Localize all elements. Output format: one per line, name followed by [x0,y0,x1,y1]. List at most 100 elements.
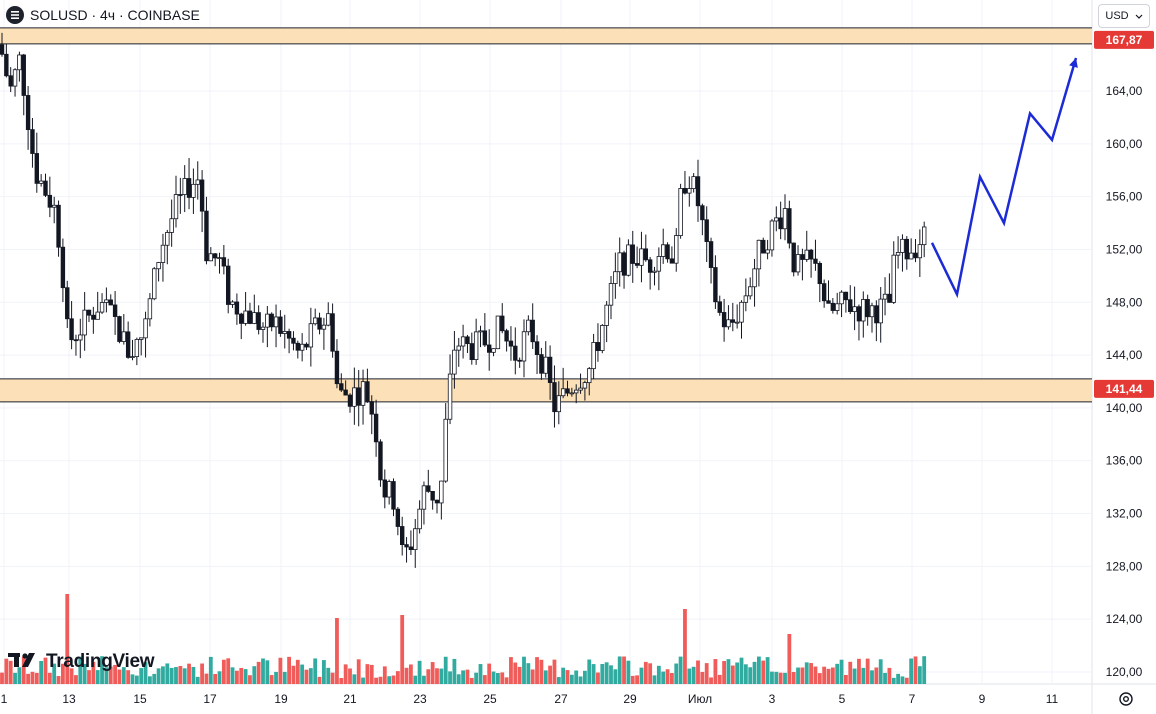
volume-bar [491,671,496,684]
volume-bar [21,656,26,684]
volume-bar [813,666,818,684]
volume-bar [604,662,609,684]
candle-down [800,254,805,260]
volume-bar [752,661,757,684]
volume-bar [791,672,796,684]
candle-down [843,291,849,301]
volume-bar [674,663,679,684]
candle-up [882,293,888,300]
candle-down [787,208,792,244]
volume-bar [91,661,96,684]
volume-bar [352,674,357,684]
volume-bar [765,657,770,684]
candle-up [195,179,200,185]
candle-down [547,356,553,383]
candle-down [513,345,518,361]
candle-up [282,331,287,334]
volume-bar [326,667,331,684]
volume-bar [548,665,552,684]
candle-down [304,343,309,348]
candle-up [739,301,744,323]
chart-header[interactable]: SOLUSD · 4ч · COINBASE [6,6,200,24]
volume-bar [65,594,70,684]
price-tick-label: 136,00 [1106,454,1143,468]
price-tick-label: 144,00 [1106,348,1143,362]
candle-up [617,252,622,273]
candle-down [291,337,296,344]
candle-up [661,244,666,257]
candle-down [721,312,727,328]
volume-bar [917,666,922,684]
volume-bar [248,675,252,684]
candle-up [795,254,801,273]
candle-down [865,299,870,318]
candle-up [443,418,448,482]
time-tick-label: 27 [554,692,568,706]
candle-down [125,331,131,358]
currency-select[interactable]: USD [1098,4,1150,28]
candle-up [473,331,479,360]
candle-down [539,354,544,374]
volume-bar [313,658,318,684]
volume-bar [69,668,74,684]
candle-up [726,319,731,328]
candle-up [678,188,683,236]
volume-bar [683,609,687,684]
forecast-arrowhead [1069,57,1078,68]
candle-down [595,342,601,351]
candle-up [152,268,157,300]
volume-bar [504,677,509,684]
time-axis[interactable]: 1 13 15 17 19 21 23 25 27 29 Июл 3 5 7 9 11 [1,692,1059,706]
candle-down [112,304,118,317]
volume-bar [174,667,178,684]
time-tick-label: 17 [203,692,217,706]
volume-bar [826,668,831,684]
volume-bar [526,663,531,684]
volume-bar [735,662,740,684]
volume-bar [422,675,426,684]
volume-bar [639,667,644,684]
price-axis[interactable]: 120,00 124,00 128,00 132,00 136,00 140,00 144,… [1094,30,1154,679]
candle-up [608,283,614,306]
candle-up [321,324,327,330]
volume-bar [874,667,879,684]
candle-up [521,331,527,362]
candle-up [208,253,213,262]
price-tick-label: 164,00 [1106,84,1143,98]
candle-down [630,244,635,264]
volume-bar [121,667,126,684]
volume-bar [161,666,165,684]
candle-down [517,359,522,362]
candle-up [134,339,140,358]
currency-label: USD [1105,10,1129,22]
candle-up [326,313,331,326]
volume-bar [748,667,753,684]
volume-bar [435,668,439,684]
volume-bar [578,676,583,684]
candle-up [891,254,896,303]
settings-icon[interactable] [1116,689,1136,709]
time-tick-label: 13 [62,692,76,706]
candle-down [634,263,640,266]
time-tick-label: 25 [483,692,497,706]
candle-up [917,244,923,259]
time-tick-label: 7 [909,692,916,706]
volume-bar [395,671,400,684]
candle-down [482,330,488,346]
volume-bar [34,672,39,684]
volume-bar [517,666,522,684]
volume-bar [156,668,161,684]
candle-up [273,316,279,328]
candle-down [234,301,240,315]
volume-bar [130,674,135,684]
tradingview-logo[interactable]: TradingView [8,650,155,674]
volume-bar [356,659,361,684]
candle-down [0,44,5,55]
time-tick-label: 29 [623,692,637,706]
volume-bar [848,661,853,684]
candle-down [91,314,96,320]
candle-down [704,219,709,242]
volume-bar [95,670,100,684]
candle-up [439,480,444,504]
